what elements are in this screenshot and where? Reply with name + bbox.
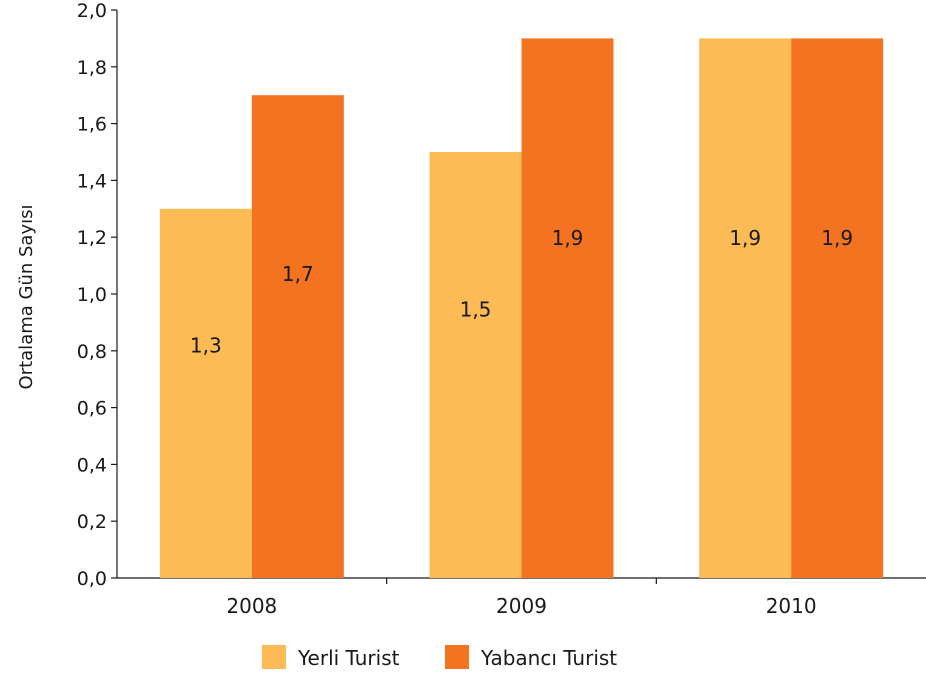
x-axis: 2008 2009 2010 xyxy=(117,577,926,618)
bar-yabancı-turist-2009 xyxy=(521,38,614,578)
y-tick-label: 0,4 xyxy=(77,454,107,476)
y-tick-label: 1,8 xyxy=(77,57,107,79)
x-tick-label: 2009 xyxy=(496,594,547,618)
bars xyxy=(159,38,884,579)
bar-yabancı-turist-2010 xyxy=(791,38,884,578)
bar-value-label: 1,7 xyxy=(282,262,314,286)
y-tick-label: 2,0 xyxy=(77,0,107,22)
bar-yerli-turist-2008 xyxy=(159,208,252,579)
y-tick-label: 1,0 xyxy=(77,284,107,306)
x-tick-label: 2010 xyxy=(766,594,817,618)
bar-labels: 1,3 1,7 1,5 1,9 1,9 1,9 xyxy=(190,226,853,357)
y-tick-label: 0,0 xyxy=(77,568,107,590)
y-tick-label: 1,4 xyxy=(77,170,107,192)
y-tick-label: 0,8 xyxy=(77,341,107,363)
legend-label: Yabancı Turist xyxy=(480,646,617,670)
bar-yerli-turist-2010 xyxy=(699,38,792,578)
legend: Yerli Turist Yabancı Turist xyxy=(262,645,617,670)
y-tick-label: 1,6 xyxy=(77,114,107,136)
legend-swatch xyxy=(445,645,469,669)
bar-value-label: 1,5 xyxy=(460,298,492,322)
bar-value-label: 1,3 xyxy=(190,333,222,357)
y-tick-label: 0,2 xyxy=(77,511,107,533)
y-tick-label: 0,6 xyxy=(77,398,107,420)
x-tick-label: 2008 xyxy=(226,594,277,618)
legend-swatch xyxy=(262,645,286,669)
bar-value-label: 1,9 xyxy=(552,226,584,250)
legend-label: Yerli Turist xyxy=(297,646,400,670)
y-tick-label: 1,2 xyxy=(77,227,107,249)
bar-value-label: 1,9 xyxy=(729,226,761,250)
y-axis-title: Ortalama Gün Sayısı xyxy=(16,205,37,390)
bar-yabancı-turist-2008 xyxy=(251,95,344,578)
y-axis: 0,0 0,2 0,4 0,6 0,8 1,0 1,2 1,4 1,6 1,8 2,0 xyxy=(77,0,118,590)
bar-yerli-turist-2009 xyxy=(429,152,522,578)
bar-value-label: 1,9 xyxy=(821,226,853,250)
